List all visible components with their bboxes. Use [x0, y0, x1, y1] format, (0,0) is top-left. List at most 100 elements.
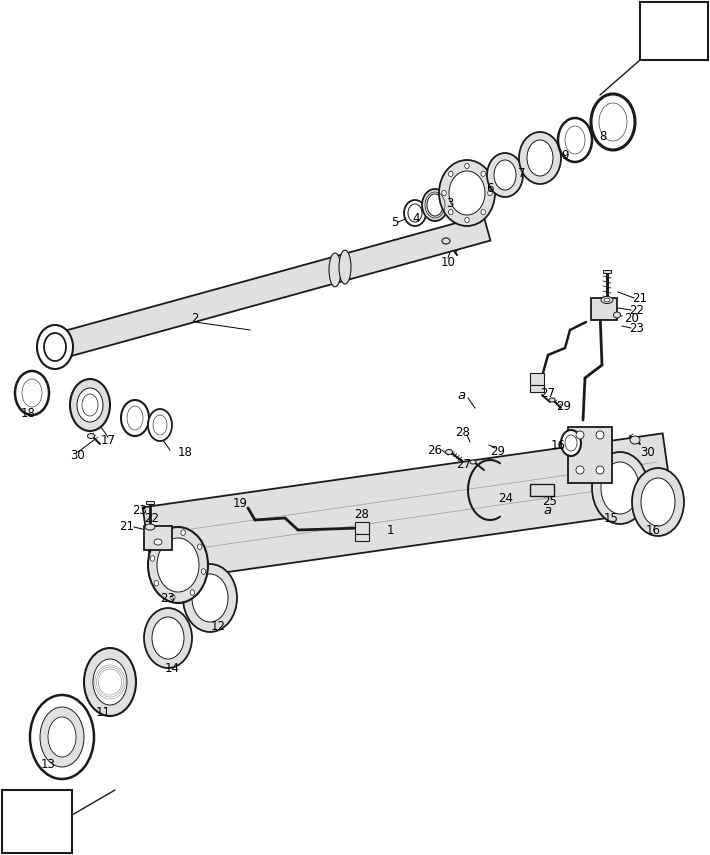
- Ellipse shape: [37, 325, 73, 369]
- Ellipse shape: [151, 556, 155, 561]
- Ellipse shape: [449, 171, 485, 215]
- Ellipse shape: [565, 126, 585, 154]
- Ellipse shape: [144, 608, 192, 668]
- Ellipse shape: [422, 189, 448, 221]
- Bar: [146, 501, 154, 504]
- Bar: [355, 522, 369, 534]
- Ellipse shape: [37, 325, 73, 369]
- Ellipse shape: [449, 209, 453, 215]
- Ellipse shape: [148, 409, 172, 441]
- Text: 23: 23: [630, 321, 645, 334]
- Bar: [591, 298, 617, 320]
- Ellipse shape: [632, 468, 684, 536]
- Ellipse shape: [592, 452, 648, 524]
- Ellipse shape: [87, 433, 94, 439]
- Ellipse shape: [601, 297, 613, 304]
- Ellipse shape: [40, 707, 84, 767]
- Ellipse shape: [488, 191, 492, 196]
- Text: 10: 10: [441, 256, 455, 268]
- Ellipse shape: [465, 163, 469, 168]
- Text: 29: 29: [491, 445, 506, 457]
- Ellipse shape: [576, 466, 584, 474]
- Text: 16: 16: [550, 439, 565, 451]
- Ellipse shape: [558, 118, 592, 162]
- Ellipse shape: [481, 209, 486, 215]
- Text: 16: 16: [645, 523, 660, 536]
- Ellipse shape: [599, 103, 627, 141]
- Text: 22: 22: [145, 511, 160, 524]
- Text: a: a: [544, 504, 552, 516]
- Text: 21: 21: [119, 521, 134, 534]
- Ellipse shape: [408, 204, 422, 222]
- Ellipse shape: [565, 435, 577, 451]
- Text: 21: 21: [633, 292, 648, 304]
- Text: 8: 8: [599, 129, 606, 143]
- Text: 17: 17: [101, 433, 116, 446]
- Bar: [530, 484, 554, 496]
- Ellipse shape: [22, 379, 42, 407]
- Bar: [530, 385, 544, 392]
- Ellipse shape: [494, 160, 516, 190]
- Text: 24: 24: [498, 492, 513, 504]
- Ellipse shape: [604, 298, 610, 302]
- Ellipse shape: [596, 431, 604, 439]
- Text: a: a: [458, 388, 466, 402]
- Ellipse shape: [481, 171, 486, 176]
- Ellipse shape: [192, 574, 228, 622]
- Ellipse shape: [70, 379, 110, 431]
- Text: 23: 23: [133, 504, 148, 516]
- Text: 28: 28: [456, 426, 471, 439]
- Text: 14: 14: [165, 662, 180, 675]
- Ellipse shape: [44, 333, 66, 361]
- Text: 15: 15: [604, 511, 618, 524]
- Ellipse shape: [630, 436, 640, 444]
- Ellipse shape: [170, 594, 175, 600]
- Ellipse shape: [329, 253, 341, 286]
- Ellipse shape: [445, 450, 452, 455]
- Ellipse shape: [487, 153, 523, 197]
- Text: 13: 13: [40, 758, 55, 770]
- Text: 28: 28: [354, 508, 369, 521]
- Ellipse shape: [197, 544, 202, 550]
- Ellipse shape: [145, 524, 155, 530]
- Ellipse shape: [442, 238, 450, 244]
- Ellipse shape: [15, 371, 49, 415]
- Text: 26: 26: [427, 444, 442, 457]
- Ellipse shape: [152, 617, 184, 659]
- Ellipse shape: [154, 539, 162, 545]
- Ellipse shape: [601, 462, 639, 514]
- Bar: [355, 534, 369, 541]
- Ellipse shape: [439, 160, 495, 226]
- Ellipse shape: [44, 333, 66, 361]
- Ellipse shape: [30, 695, 94, 779]
- Ellipse shape: [82, 394, 98, 416]
- Ellipse shape: [161, 534, 166, 540]
- Ellipse shape: [201, 569, 206, 575]
- Ellipse shape: [641, 478, 675, 526]
- Ellipse shape: [465, 217, 469, 222]
- Text: 6: 6: [486, 181, 493, 194]
- Polygon shape: [143, 433, 673, 582]
- Text: 9: 9: [561, 149, 569, 162]
- Text: 30: 30: [70, 449, 85, 462]
- Text: 20: 20: [625, 311, 640, 325]
- Text: 25: 25: [542, 494, 557, 508]
- Ellipse shape: [527, 140, 553, 176]
- Text: 27: 27: [540, 386, 555, 399]
- Text: 11: 11: [96, 705, 111, 718]
- Text: 18: 18: [178, 445, 192, 458]
- Text: 12: 12: [210, 621, 226, 634]
- Text: 1: 1: [386, 523, 394, 536]
- Ellipse shape: [157, 538, 199, 592]
- Ellipse shape: [121, 400, 149, 436]
- Ellipse shape: [576, 431, 584, 439]
- Ellipse shape: [613, 312, 621, 318]
- Ellipse shape: [404, 200, 426, 226]
- Ellipse shape: [519, 132, 561, 184]
- Ellipse shape: [183, 564, 237, 632]
- Text: 3: 3: [447, 197, 454, 209]
- Ellipse shape: [154, 581, 158, 586]
- Ellipse shape: [591, 94, 635, 150]
- Ellipse shape: [127, 406, 143, 430]
- Ellipse shape: [77, 388, 103, 422]
